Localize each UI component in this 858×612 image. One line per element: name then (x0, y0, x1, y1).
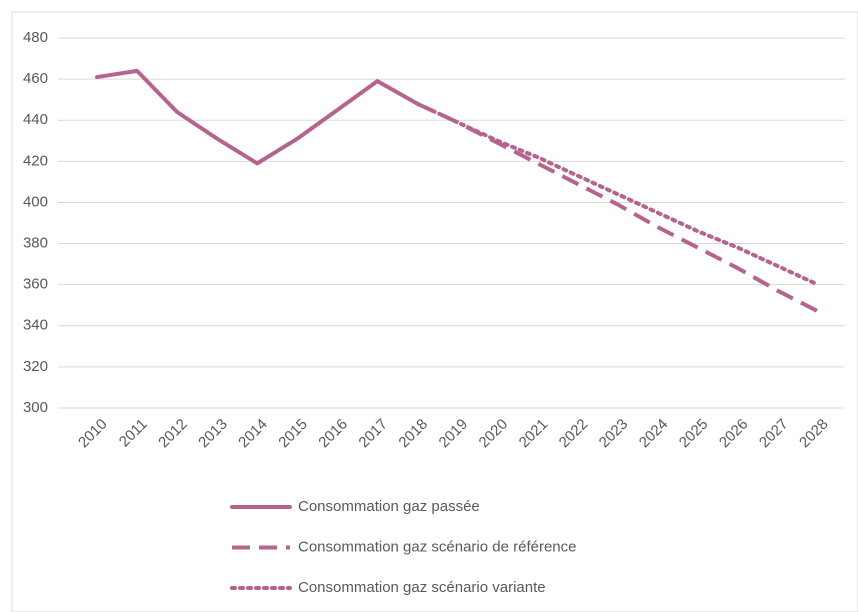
legend-label: Consommation gaz passée (298, 498, 480, 515)
legend-label: Consommation gaz scénario de référence (298, 538, 576, 555)
y-tick-label: 300 (23, 399, 48, 416)
y-tick-label: 360 (23, 276, 48, 293)
series-line (415, 101, 820, 287)
y-tick-label: 480 (23, 29, 48, 46)
chart-frame (11, 11, 858, 612)
series-line (95, 68, 420, 166)
legend-label: Consommation gaz scénario variante (298, 579, 546, 596)
y-tick-label: 400 (23, 193, 48, 210)
y-tick-label: 340 (23, 317, 48, 334)
y-tick-label: 460 (23, 70, 48, 87)
series-line (416, 101, 819, 314)
y-tick-label: 420 (23, 152, 48, 169)
y-tick-label: 440 (23, 111, 48, 128)
y-tick-label: 320 (23, 358, 48, 375)
y-tick-label: 380 (23, 235, 48, 252)
